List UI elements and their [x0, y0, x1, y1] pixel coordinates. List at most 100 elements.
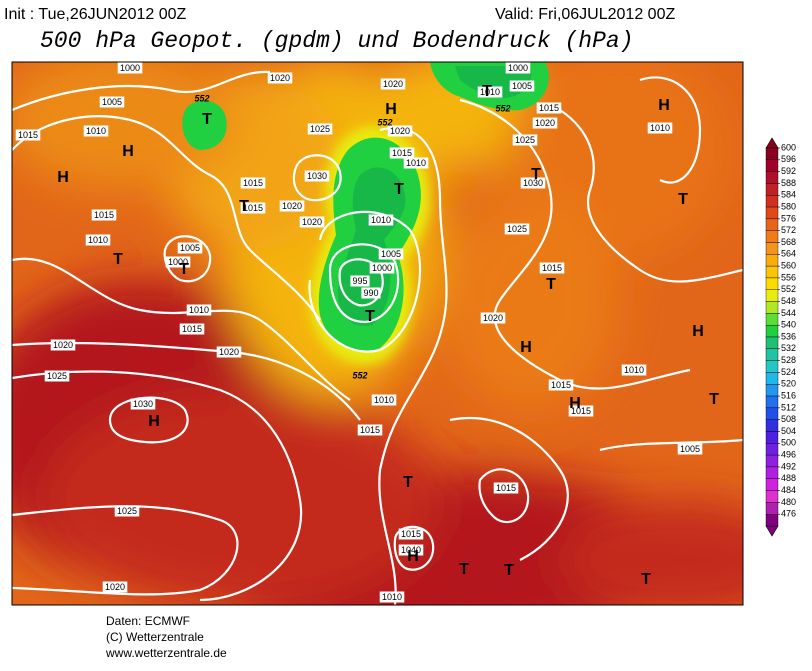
pressure-center: H	[148, 413, 160, 430]
isobar-label: 1015	[360, 425, 380, 435]
isobar-label: 1000	[168, 257, 188, 267]
pressure-center: H	[385, 101, 397, 118]
pressure-center: H	[692, 323, 704, 340]
colorbar-label: 520	[781, 379, 796, 389]
isobar-label-box	[539, 262, 565, 274]
isobar-label-box	[299, 216, 325, 228]
contour-label: 552	[495, 103, 510, 113]
contour-label: 552	[194, 93, 209, 103]
isobar-label: 1025	[507, 224, 527, 234]
pressure-center: T	[179, 261, 189, 278]
isobar-label-box	[548, 379, 574, 391]
isobar-label-box	[509, 80, 535, 92]
pressure-center: T	[546, 276, 556, 293]
colorbar-cell	[765, 289, 779, 302]
isobar-label: 1015	[243, 178, 263, 188]
pressure-center: T	[709, 391, 719, 408]
isobar-label: 1015	[182, 324, 202, 334]
isobar-label-box	[371, 394, 397, 406]
isobar-label-box	[369, 262, 395, 274]
isobar-label: 1020	[383, 79, 403, 89]
isobar-label-box	[505, 62, 531, 74]
colorbar-cell	[765, 372, 779, 385]
isobar-label-box	[350, 275, 370, 287]
colorbar-cell	[765, 301, 779, 314]
isobar-label: 1015	[539, 103, 559, 113]
isobar-label: 1010	[88, 235, 108, 245]
isobar-label: 1010	[382, 592, 402, 602]
colorbar-cell	[765, 490, 779, 503]
isobar-label-box	[99, 96, 125, 108]
isobar-label: 1030	[523, 178, 543, 188]
isobar-label: 1005	[180, 243, 200, 253]
isobar-label: 1010	[624, 365, 644, 375]
isobar-label-box	[398, 528, 424, 540]
pressure-center: T	[365, 308, 375, 325]
isobar-label-box	[647, 122, 673, 134]
isobar-label-box	[240, 177, 266, 189]
colorbar-cap	[765, 137, 779, 149]
map-labels: 1000 1005 1015 1010 1020 1025 1030 1015 1015 1020…	[15, 62, 719, 603]
isobars	[12, 70, 743, 605]
isobar-label-box	[91, 209, 117, 221]
colorbar-label: 600	[781, 142, 796, 152]
colorbar-cell	[765, 265, 779, 279]
pressure-center: T	[239, 198, 249, 215]
isobar-label: 1020	[270, 73, 290, 83]
contour-label: 552	[377, 117, 392, 127]
isobar-label-box	[378, 248, 404, 260]
isobar-label: 1015	[551, 380, 571, 390]
isobar-label: 1020	[282, 201, 302, 211]
pressure-center: H	[407, 548, 419, 565]
isobar-label-box	[165, 256, 191, 268]
isobar-label: 1025	[515, 135, 535, 145]
isobar-label: 1015	[94, 210, 114, 220]
colorbar-cell	[765, 466, 779, 479]
isobar-label-box	[117, 62, 143, 74]
isobar-label-box	[50, 339, 76, 351]
colorbar-cell	[765, 230, 779, 243]
colorbar-cell	[765, 324, 779, 338]
pressure-center: T	[202, 111, 212, 128]
isobar-label-box	[532, 117, 558, 129]
pressure-center: T	[394, 181, 404, 198]
colorbar-cell	[765, 183, 779, 196]
init-time: Init : Tue,26JUN2012 00Z	[4, 6, 187, 23]
isobar-label-box	[130, 398, 156, 410]
pressure-center: T	[504, 562, 514, 579]
colorbar-cell	[765, 395, 779, 409]
valid-time: Valid: Fri,06JUL2012 00Z	[495, 6, 675, 23]
isobar-label: 1040	[401, 545, 421, 555]
isobar-label: 1005	[680, 444, 700, 454]
colorbar-cell	[765, 478, 779, 491]
colorbar-label: 540	[781, 320, 796, 330]
colorbar-label: 484	[781, 485, 796, 495]
colorbar-label: 480	[781, 497, 796, 507]
colorbar-cell	[765, 336, 779, 350]
isobar-label: 995	[352, 276, 367, 286]
colorbar-cap	[765, 525, 779, 537]
colorbar-cell	[765, 348, 779, 361]
isobar-label-box	[361, 287, 381, 299]
isobar-label-box	[304, 170, 330, 182]
isobar-label: 1010	[374, 395, 394, 405]
isobar-label-box	[398, 544, 424, 556]
colorbar-label: 512	[781, 402, 796, 412]
isobar-label: 1005	[381, 249, 401, 259]
colorbar-cell	[765, 360, 779, 373]
map-area	[12, 62, 743, 605]
colorbar-label: 580	[781, 201, 796, 211]
colorbar-cell	[765, 454, 779, 468]
isobar-label: 1030	[307, 171, 327, 181]
isobar-label-box	[179, 323, 205, 335]
pressure-center: T	[531, 166, 541, 183]
isobar-label: 1010	[371, 215, 391, 225]
pressure-center: T	[678, 191, 688, 208]
colorbar-cell	[765, 159, 779, 172]
pressure-center: H	[520, 339, 532, 356]
colorbar-cell	[765, 513, 779, 527]
isobar-label: 1020	[390, 126, 410, 136]
colorbar-label: 584	[781, 190, 796, 200]
isobar-label-box	[568, 405, 594, 417]
